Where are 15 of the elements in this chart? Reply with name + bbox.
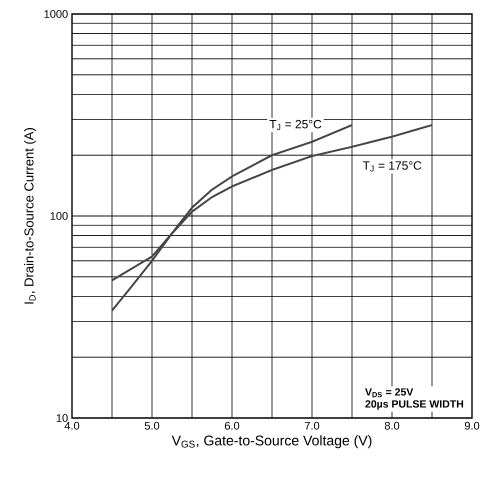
y-tick-label: 1000: [44, 10, 68, 18]
x-tick-label: 5.0: [144, 422, 160, 430]
series-label: T$_{J}$ = 25°C: [270, 120, 322, 130]
y-axis-title: I$_{D}$, Drain-to-Source Current (A): [24, 128, 36, 304]
y-tick-label: 100: [50, 212, 68, 220]
x-tick-label: 9.0: [464, 422, 480, 430]
x-axis-title: V$_{GS}$, Gate-to-Source Voltage (V): [172, 435, 372, 448]
y-tick-label: 10: [56, 414, 68, 422]
x-tick-label: 6.0: [224, 422, 240, 430]
annotation: V$_{DS}$ = 25V: [365, 388, 414, 398]
annotation: 20µs PULSE WIDTH: [365, 400, 464, 410]
x-tick-label: 8.0: [384, 422, 400, 430]
x-tick-label: 4.0: [64, 422, 80, 430]
series-label: T$_{J}$ = 175°C: [362, 161, 422, 172]
x-tick-label: 7.0: [304, 422, 320, 430]
